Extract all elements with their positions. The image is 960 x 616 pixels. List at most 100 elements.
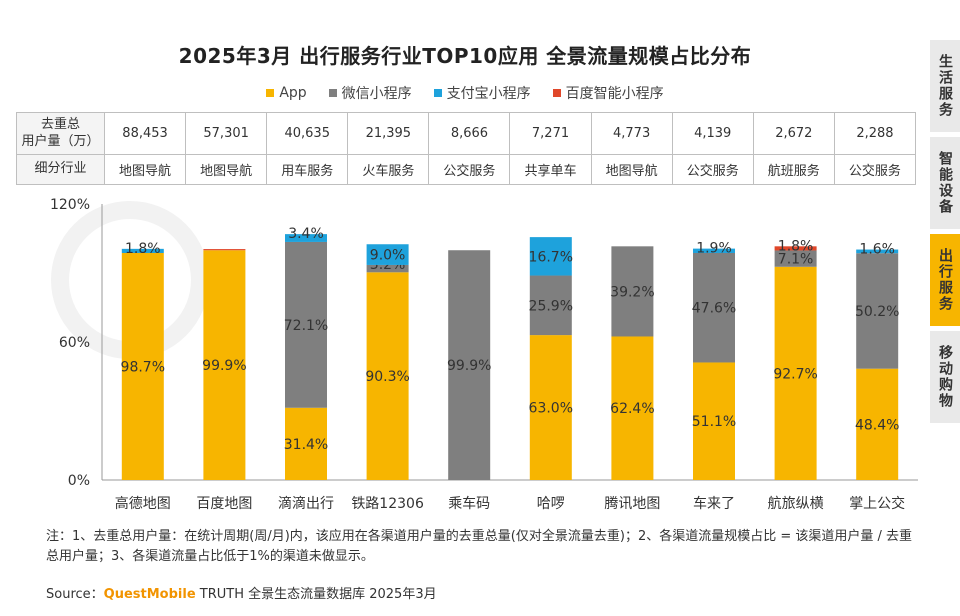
data-label: 31.4% (284, 437, 328, 453)
industry-cell: 公交服务 (428, 154, 511, 185)
bar-segment (693, 252, 735, 363)
y-tick-label: 120% (50, 197, 90, 213)
bar-segment (285, 234, 327, 242)
data-label: 9.0% (370, 248, 406, 264)
data-label: 25.9% (529, 298, 573, 314)
industry-row-label: 细分行业 (16, 154, 105, 185)
bar-segment (529, 335, 572, 480)
users-cell: 57,301 (185, 112, 268, 155)
industry-cell: 火车服务 (347, 154, 430, 185)
data-label: 98.7% (121, 359, 165, 375)
legend-item-app: App (266, 83, 307, 103)
data-label: 72.1% (284, 318, 328, 334)
x-tick-label: 航旅纵横 (768, 496, 824, 512)
footnote: 注：1、去重总用户量：在统计周期(周/月)内，该应用在各渠道用户量的去重总量(仅… (46, 529, 913, 564)
data-label: 63.0% (529, 401, 573, 417)
legend-label: App (279, 85, 307, 101)
data-label: 1.6% (859, 242, 895, 258)
data-label: 1.8% (778, 238, 814, 254)
y-tick-label: 60% (59, 335, 90, 351)
data-label: 1.9% (696, 241, 732, 257)
legend-swatch (433, 89, 442, 97)
data-label: 47.6% (692, 301, 736, 317)
bar-segment (285, 241, 327, 408)
data-label: 90.3% (365, 369, 409, 385)
bar-segment (203, 249, 246, 251)
users-cell: 21,395 (347, 112, 430, 155)
y-tick-label: 0% (68, 473, 90, 489)
info-table: 去重总 用户量（万） 88,453 57,301 40,635 21,395 8,… (16, 112, 917, 185)
sidebar: 生活服务 智能设备 出行服务 移动购物 (930, 40, 960, 428)
sidebar-item-travel[interactable]: 出行服务 (930, 234, 960, 326)
users-cell: 88,453 (103, 112, 187, 155)
bar-segment (774, 246, 817, 251)
sidebar-item-devices[interactable]: 智能设备 (930, 137, 960, 229)
bar-segment (121, 248, 164, 253)
industry-cell: 地图导航 (590, 154, 673, 185)
bar-segment (856, 249, 899, 254)
x-tick-label: 高德地图 (115, 495, 171, 512)
bar-segment (693, 362, 735, 480)
data-label: 62.4% (610, 401, 654, 417)
data-label: 48.4% (855, 417, 899, 433)
industry-cell: 地图导航 (185, 154, 268, 185)
data-label: 16.7% (529, 249, 573, 265)
bar-segment (856, 253, 899, 369)
industry-row: 细分行业 地图导航 地图导航 用车服务 火车服务 公交服务 共享单车 地图导航 … (16, 154, 917, 185)
bar-segment (366, 244, 409, 265)
x-tick-label: 腾讯地图 (604, 495, 660, 512)
sidebar-item-shopping[interactable]: 移动购物 (930, 331, 960, 423)
data-label: 51.1% (692, 414, 736, 430)
users-cell: 8,666 (428, 112, 511, 155)
bar-segment (366, 264, 409, 273)
users-cell: 40,635 (266, 112, 349, 155)
data-label: 99.9% (202, 358, 246, 374)
legend-label: 微信小程序 (341, 86, 412, 102)
bar-chart: 0% 60% 120% 98.7% 1.8% 高德地图 99.9% 百度地图 31.4% 72.1… (50, 197, 918, 512)
legend-item-wechat: 微信小程序 (328, 83, 412, 103)
x-tick-label: 哈啰 (537, 496, 565, 512)
industry-cell: 公交服务 (833, 154, 917, 185)
users-cell: 4,773 (590, 112, 673, 155)
legend-label: 百度智能小程序 (565, 86, 664, 102)
bar-segment (529, 275, 572, 336)
legend-swatch (328, 89, 337, 97)
users-cell: 7,271 (509, 112, 592, 155)
bar-segment (366, 272, 409, 480)
x-tick-label: 滴滴出行 (278, 495, 334, 512)
bar-segment (611, 336, 654, 480)
x-tick-label: 百度地图 (196, 496, 252, 512)
users-cell: 2,288 (833, 112, 917, 155)
data-label: 7.1% (778, 252, 814, 268)
source-line: Source：QuestMobile TRUTH 全景生态流量数据库 2025年… (46, 583, 437, 602)
sidebar-item-life[interactable]: 生活服务 (930, 40, 960, 132)
legend-swatch (266, 89, 275, 97)
bar-segment (121, 252, 164, 480)
legend: App 微信小程序 支付宝小程序 百度智能小程序 (0, 83, 930, 103)
bar-segment (529, 237, 572, 276)
source-brand: QuestMobile (103, 587, 196, 602)
bar-segment (611, 246, 654, 337)
bar-segment (448, 250, 491, 480)
source-suffix: TRUTH 全景生态流量数据库 2025年3月 (195, 587, 437, 602)
bar-segment (856, 368, 899, 480)
bar-segment (774, 266, 817, 480)
bar-segment (693, 248, 735, 253)
industry-cell: 航班服务 (752, 154, 835, 185)
data-label: 99.9% (447, 358, 491, 374)
bar-segment (774, 250, 817, 267)
users-row: 去重总 用户量（万） 88,453 57,301 40,635 21,395 8,… (16, 112, 917, 155)
legend-item-alipay: 支付宝小程序 (433, 83, 531, 103)
industry-cell: 公交服务 (671, 154, 754, 185)
x-tick-label: 掌上公交 (849, 495, 905, 512)
x-tick-label: 车来了 (693, 495, 735, 512)
users-row-label: 去重总 用户量（万） (16, 112, 105, 155)
legend-item-baidu: 百度智能小程序 (552, 83, 664, 103)
data-label: 39.2% (610, 284, 654, 300)
bar-segment (203, 250, 246, 480)
industry-cell: 共享单车 (509, 154, 592, 185)
data-label: 50.2% (855, 304, 899, 320)
legend-label: 支付宝小程序 (446, 86, 531, 102)
data-label: 92.7% (773, 366, 817, 382)
chart-title: 2025年3月 出行服务行业TOP10应用 全景流量规模占比分布 (178, 44, 752, 68)
